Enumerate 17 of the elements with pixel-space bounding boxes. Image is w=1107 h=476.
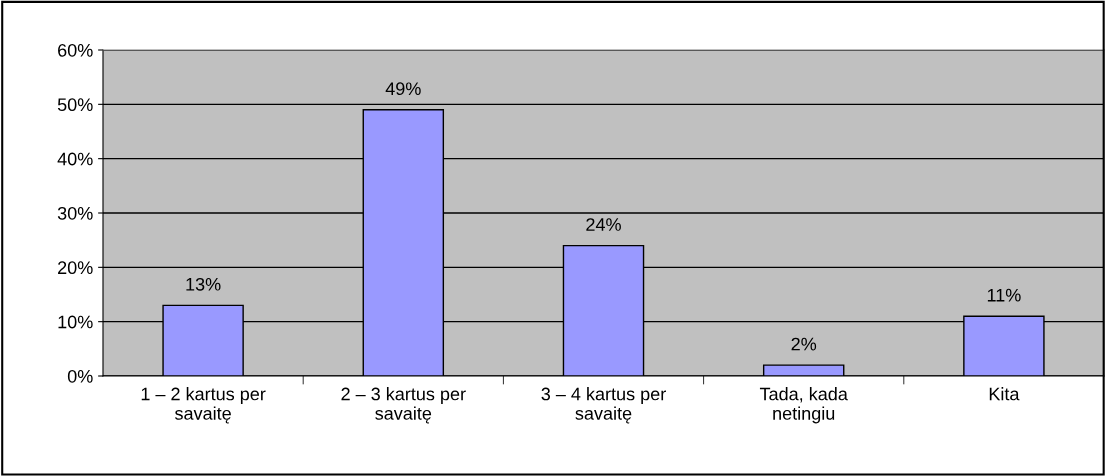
y-tick-label: 0% — [67, 369, 93, 383]
x-tick-label: 3 – 4 kartus per savaitę — [541, 387, 666, 424]
x-tick-label: 2 – 3 kartus per savaitę — [341, 387, 466, 424]
data-label: 11% — [987, 288, 1021, 302]
data-label: 13% — [186, 277, 221, 291]
x-tick-label: Kita — [989, 387, 1020, 401]
y-tick-label: 20% — [58, 261, 93, 275]
data-label: 2% — [791, 337, 817, 351]
y-tick-label: 30% — [57, 206, 93, 220]
x-tick-label: Tada, kada netingiu — [759, 387, 848, 424]
data-label: 49% — [385, 82, 421, 96]
y-tick-label: 60% — [58, 43, 93, 57]
y-tick-label: 50% — [57, 98, 93, 112]
y-tick-label: 40% — [57, 152, 93, 166]
data-label: 24% — [586, 218, 621, 231]
y-tick-label: 10% — [58, 315, 93, 329]
x-tick-label: 1 – 2 kartus per savaitę — [141, 387, 266, 424]
